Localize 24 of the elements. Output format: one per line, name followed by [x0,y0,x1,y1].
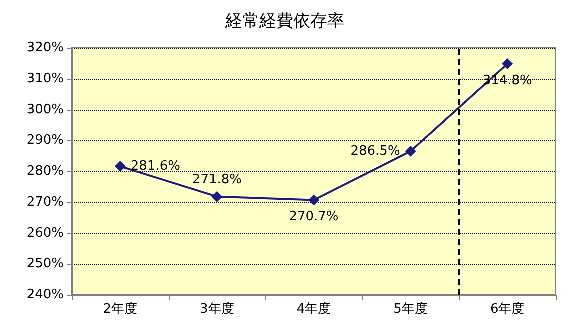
point [212,191,223,202]
y-tick-label: 270% [26,194,64,210]
y-tick-label: 250% [26,256,64,272]
point [308,194,320,206]
data-label: 281.6% [130,159,180,174]
y-tick-label: 280% [26,164,64,179]
y-tick-label: 310% [26,71,64,86]
x-tick-label: 5年度 [394,301,428,317]
y-tick-label: 240% [26,288,64,302]
x-tick-label: 2年度 [103,301,138,317]
y-tick-label: 320% [26,40,64,56]
x-tick-label: 4年度 [296,301,332,317]
point [114,161,126,172]
y-tick-label: 300% [26,102,64,118]
chart-title: 経常経費依存率 [224,12,344,32]
data-label: 286.5% [350,144,400,159]
x-tick-label: 3年度 [200,301,234,317]
y-tick-label: 290% [26,133,64,148]
point [502,58,514,70]
x-tick-label: 6年度 [490,301,525,317]
point [405,146,416,157]
data-label: 270.7% [289,210,339,225]
data-label: 271.8% [192,172,242,188]
y-tick-label: 260% [26,226,64,241]
